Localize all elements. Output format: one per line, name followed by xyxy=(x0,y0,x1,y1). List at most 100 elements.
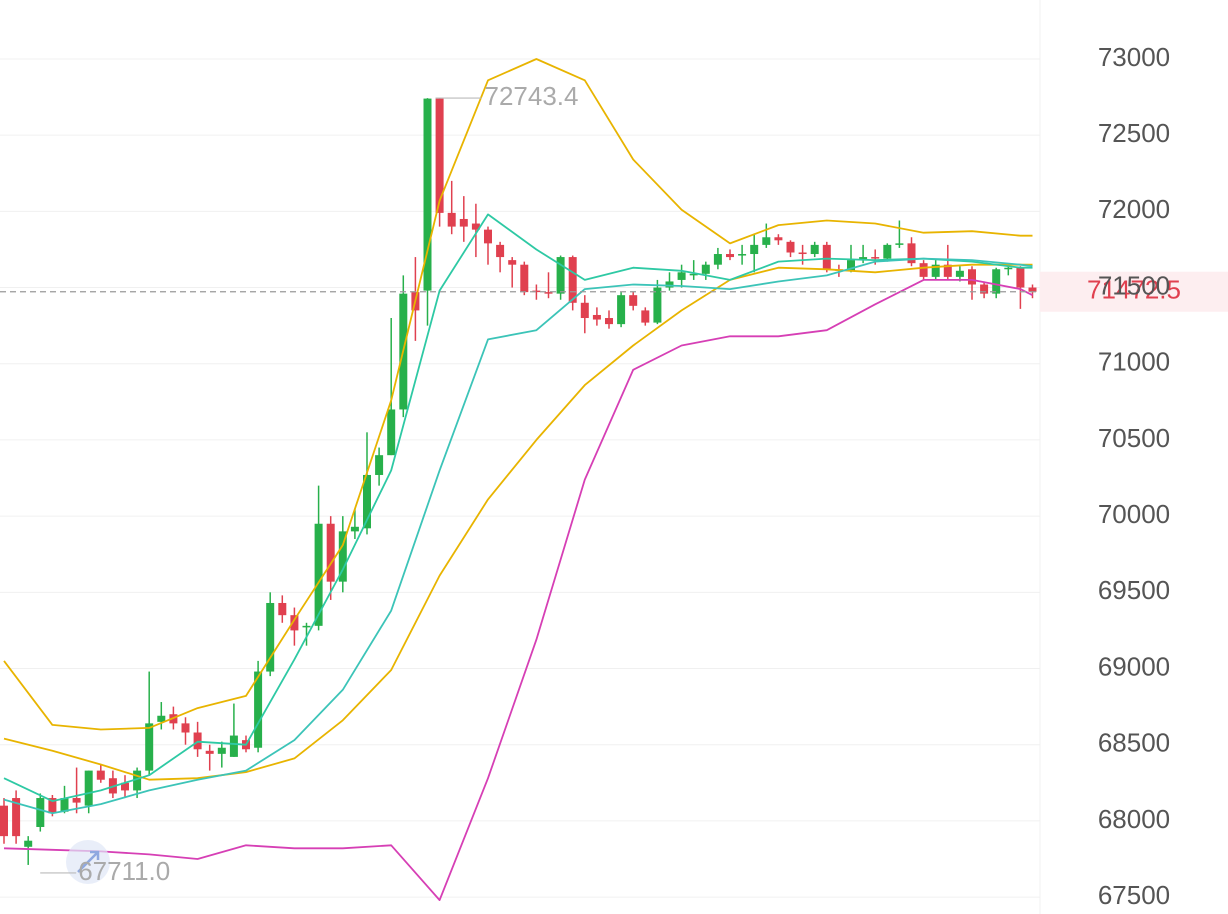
candle-body xyxy=(36,798,45,827)
candle-body xyxy=(496,244,505,258)
candle-body xyxy=(726,254,734,258)
candle-body xyxy=(943,264,952,277)
candle-body xyxy=(314,523,323,626)
candle-body xyxy=(713,254,722,265)
candle-body xyxy=(350,526,359,532)
candle-body xyxy=(1028,287,1037,292)
candle-body xyxy=(278,602,287,616)
candle-body xyxy=(629,295,638,306)
candle-body xyxy=(217,747,226,754)
candle-body xyxy=(605,318,613,325)
candle-body xyxy=(859,257,868,261)
last-price-bg xyxy=(1040,271,1228,312)
candle-body xyxy=(447,212,456,227)
candle-body xyxy=(955,270,964,277)
candle-body xyxy=(484,229,492,244)
candle-body xyxy=(508,260,517,265)
candle-body xyxy=(423,98,432,291)
candle-body xyxy=(774,237,783,241)
y-tick-label: 70000 xyxy=(1098,499,1170,529)
candle-body xyxy=(290,615,299,631)
candle-body xyxy=(689,273,698,276)
candle-body xyxy=(254,671,263,748)
candle-body xyxy=(750,244,759,255)
candle-body xyxy=(24,840,33,847)
candle-body xyxy=(810,244,819,255)
candle-body xyxy=(677,272,686,280)
indicator-line xyxy=(3,213,1033,802)
candle-body xyxy=(1004,267,1013,270)
candle-body xyxy=(580,302,589,319)
candle-body xyxy=(641,310,650,323)
max-marker-label: 72743.4 xyxy=(485,81,579,111)
last-price-label: 71472.5 xyxy=(1087,275,1181,305)
candle-body xyxy=(762,237,771,245)
candle-body xyxy=(556,257,565,294)
candle-body xyxy=(72,798,81,803)
grid xyxy=(0,58,1040,898)
candle-body xyxy=(544,292,553,294)
candles xyxy=(0,98,1037,865)
marker-icon-arrow xyxy=(77,850,100,873)
candle-body xyxy=(121,782,129,791)
candle-body xyxy=(520,264,529,293)
candle-body xyxy=(931,264,940,277)
candle-body xyxy=(822,244,831,270)
candle-body xyxy=(133,770,142,791)
candle-body xyxy=(653,287,662,323)
candle-body xyxy=(387,409,396,456)
candle-body xyxy=(96,770,105,780)
y-tick-label: 69500 xyxy=(1098,575,1170,605)
annotations: 71472.5 72743.4 67711.0 xyxy=(0,81,1228,886)
y-axis: 67500 68000 68500 69000 69500 70000 70500 71000… xyxy=(1098,42,1170,910)
candle-body xyxy=(363,474,371,529)
candle-body xyxy=(847,260,855,271)
candle-body xyxy=(338,531,347,582)
candle-body xyxy=(157,715,166,722)
candle-body xyxy=(617,295,626,325)
indicator-line xyxy=(3,257,1033,815)
candle-body xyxy=(907,243,916,264)
candle-body xyxy=(992,269,1001,294)
candle-body xyxy=(471,223,480,230)
candle-body xyxy=(375,455,384,475)
min-marker-label: 67711.0 xyxy=(78,856,170,886)
candle-body xyxy=(919,263,928,277)
candle-body xyxy=(968,269,976,285)
candle-body xyxy=(326,523,335,582)
candle-body xyxy=(798,252,807,255)
y-tick-label: 70500 xyxy=(1098,423,1170,453)
candle-body xyxy=(181,723,190,733)
candle-body xyxy=(701,264,710,274)
candle-body xyxy=(84,770,93,806)
candle-body xyxy=(883,244,892,259)
candle-body xyxy=(738,254,747,256)
candle-body xyxy=(665,281,674,288)
candle-body xyxy=(229,735,238,757)
y-tick-label: 68000 xyxy=(1098,804,1170,834)
y-tick-label: 73000 xyxy=(1098,42,1170,72)
candle-body xyxy=(895,243,904,245)
candle-body xyxy=(435,98,444,213)
indicator-lines xyxy=(3,58,1033,901)
candle-body xyxy=(1016,267,1025,288)
candle-body xyxy=(459,218,468,227)
y-tick-label: 72500 xyxy=(1098,118,1170,148)
y-tick-label: 71000 xyxy=(1098,347,1170,377)
y-tick-label: 67500 xyxy=(1098,880,1170,910)
indicator-line xyxy=(3,58,1033,731)
candle-body xyxy=(568,257,577,303)
candle-body xyxy=(302,625,311,628)
y-tick-label: 71500 xyxy=(1098,270,1170,300)
candle-body xyxy=(980,284,989,294)
candle-body xyxy=(48,798,57,814)
candle-body xyxy=(0,805,8,837)
candle-body xyxy=(532,290,541,293)
indicator-line xyxy=(3,263,1033,781)
candle-body xyxy=(786,241,795,253)
candle-body xyxy=(205,750,214,754)
candle-body xyxy=(60,798,69,812)
y-tick-label: 72000 xyxy=(1098,194,1170,224)
